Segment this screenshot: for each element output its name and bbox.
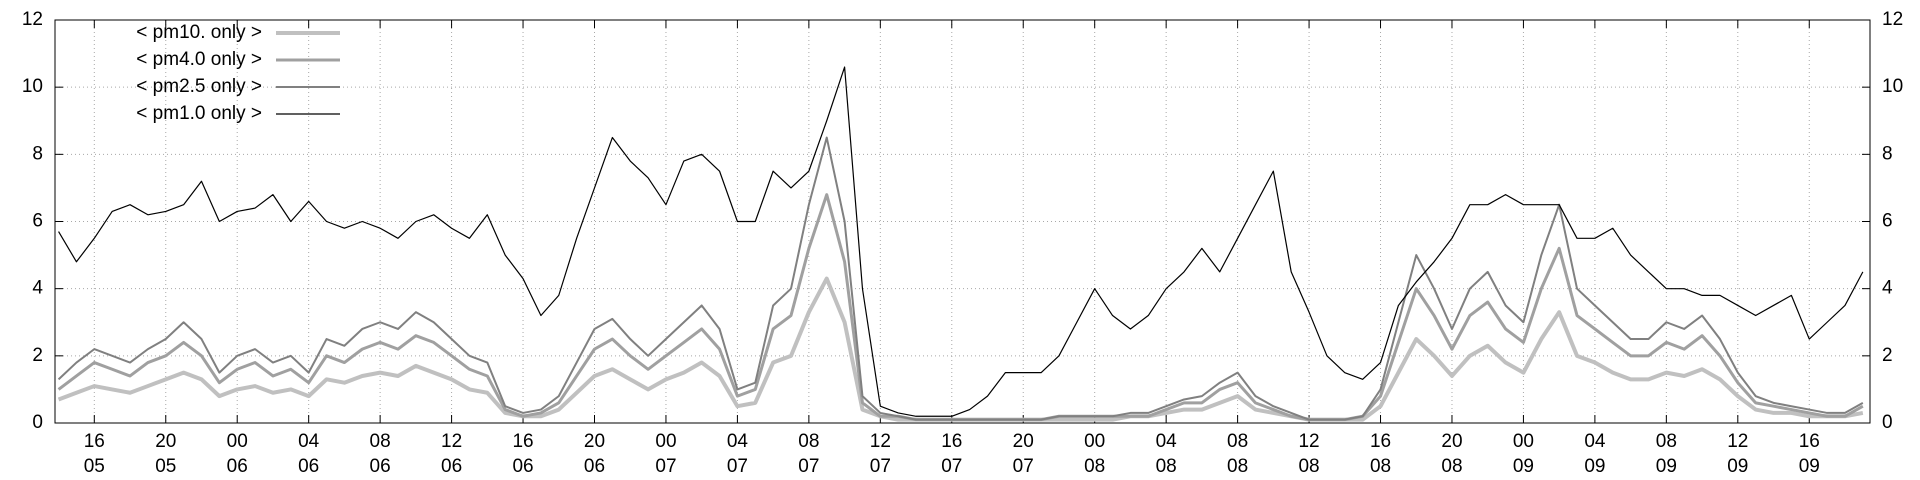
x-tick-label: 12 bbox=[870, 431, 891, 452]
x-tick-label: 08 bbox=[798, 431, 819, 452]
y-tick-label: 10 bbox=[22, 76, 43, 97]
x-tick-label: 06 bbox=[370, 456, 391, 477]
y-tick-label: 0 bbox=[32, 412, 43, 433]
x-tick-label: 09 bbox=[1656, 456, 1677, 477]
y2-tick-label: 0 bbox=[1882, 412, 1893, 433]
x-tick-label: 09 bbox=[1513, 456, 1534, 477]
x-tick-label: 06 bbox=[441, 456, 462, 477]
y-tick-label: 2 bbox=[32, 345, 43, 366]
x-tick-label: 07 bbox=[1013, 456, 1034, 477]
x-tick-label: 20 bbox=[584, 431, 605, 452]
legend-label: < pm4.0 only > bbox=[136, 49, 262, 70]
y-tick-label: 12 bbox=[22, 9, 43, 30]
x-tick-label: 04 bbox=[1584, 431, 1606, 452]
x-tick-label: 07 bbox=[655, 456, 676, 477]
legend-label: < pm10. only > bbox=[136, 22, 262, 43]
y-tick-label: 6 bbox=[32, 211, 43, 232]
y2-tick-label: 8 bbox=[1882, 143, 1893, 164]
series-line bbox=[57, 193, 1864, 422]
x-tick-label: 09 bbox=[1799, 456, 1820, 477]
x-tick-label: 20 bbox=[1013, 431, 1034, 452]
x-tick-label: 08 bbox=[1441, 456, 1462, 477]
x-tick-label: 12 bbox=[1727, 431, 1748, 452]
x-tick-label: 00 bbox=[227, 431, 248, 452]
series-line bbox=[57, 276, 1864, 422]
x-tick-label: 08 bbox=[1370, 456, 1391, 477]
x-tick-label: 16 bbox=[1799, 431, 1820, 452]
x-tick-label: 08 bbox=[1227, 456, 1248, 477]
x-tick-label: 16 bbox=[512, 431, 533, 452]
y2-tick-label: 10 bbox=[1882, 76, 1903, 97]
x-tick-label: 16 bbox=[941, 431, 962, 452]
x-tick-label: 12 bbox=[441, 431, 462, 452]
x-tick-label: 20 bbox=[1441, 431, 1462, 452]
y2-tick-label: 6 bbox=[1882, 211, 1893, 232]
y2-tick-label: 2 bbox=[1882, 345, 1893, 366]
x-tick-label: 06 bbox=[298, 456, 319, 477]
x-tick-label: 09 bbox=[1584, 456, 1605, 477]
x-tick-label: 09 bbox=[1727, 456, 1748, 477]
x-tick-label: 00 bbox=[655, 431, 676, 452]
series-line bbox=[57, 136, 1864, 421]
x-tick-label: 06 bbox=[584, 456, 605, 477]
y-tick-label: 4 bbox=[32, 278, 43, 299]
legend-label: < pm1.0 only > bbox=[136, 103, 262, 124]
x-tick-label: 08 bbox=[1084, 456, 1105, 477]
legend-label: < pm2.5 only > bbox=[136, 76, 262, 97]
x-tick-label: 08 bbox=[370, 431, 391, 452]
x-tick-label: 08 bbox=[1298, 456, 1319, 477]
x-tick-label: 20 bbox=[155, 431, 176, 452]
plot-frame bbox=[54, 19, 1871, 424]
x-tick-label: 08 bbox=[1227, 431, 1248, 452]
x-tick-label: 16 bbox=[84, 431, 105, 452]
x-tick-label: 05 bbox=[155, 456, 176, 477]
x-tick-label: 07 bbox=[727, 456, 748, 477]
x-tick-label: 06 bbox=[512, 456, 533, 477]
x-tick-label: 05 bbox=[84, 456, 105, 477]
y-tick-label: 8 bbox=[32, 143, 43, 164]
x-tick-label: 04 bbox=[727, 431, 749, 452]
x-tick-label: 07 bbox=[870, 456, 891, 477]
x-tick-label: 04 bbox=[1156, 431, 1178, 452]
y2-tick-label: 4 bbox=[1882, 278, 1893, 299]
x-tick-label: 07 bbox=[798, 456, 819, 477]
x-tick-label: 12 bbox=[1298, 431, 1319, 452]
x-tick-label: 08 bbox=[1656, 431, 1677, 452]
series-line bbox=[58, 66, 1864, 417]
x-tick-label: 08 bbox=[1156, 456, 1177, 477]
x-tick-label: 00 bbox=[1084, 431, 1105, 452]
x-tick-label: 07 bbox=[941, 456, 962, 477]
x-tick-label: 06 bbox=[227, 456, 248, 477]
x-tick-label: 16 bbox=[1370, 431, 1391, 452]
y2-tick-label: 12 bbox=[1882, 9, 1903, 30]
x-tick-label: 04 bbox=[298, 431, 320, 452]
x-tick-label: 00 bbox=[1513, 431, 1534, 452]
